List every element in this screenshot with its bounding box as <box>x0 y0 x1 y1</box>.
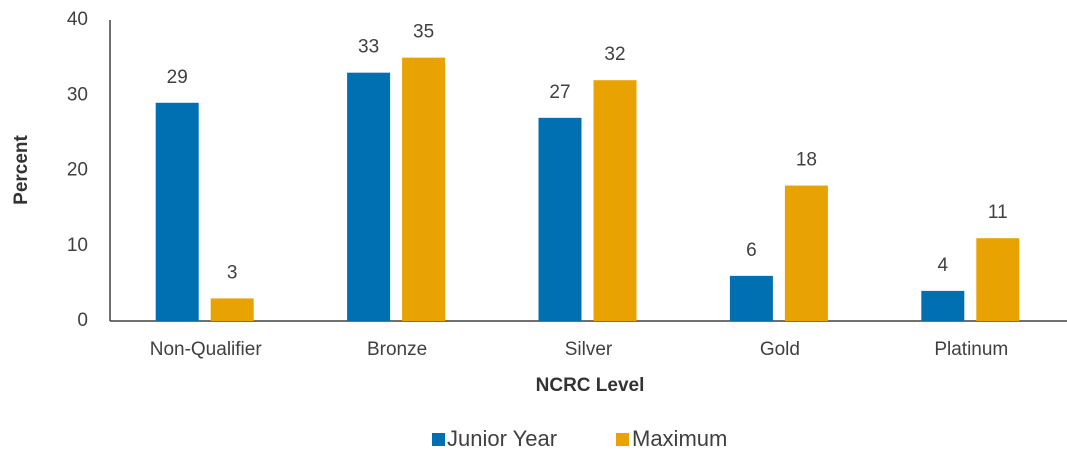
x-tick-label: Platinum <box>934 339 1008 360</box>
y-tick-label: 20 <box>67 160 88 181</box>
y-tick-label: 10 <box>67 235 88 256</box>
x-tick-label: Gold <box>760 339 800 360</box>
value-label: 29 <box>167 67 188 88</box>
value-label: 3 <box>227 262 238 283</box>
bar <box>402 57 446 321</box>
value-label: 4 <box>938 255 949 276</box>
y-tick-label: 0 <box>77 310 88 331</box>
legend-label: Maximum <box>632 426 727 451</box>
x-tick-label: Non-Qualifier <box>150 339 263 360</box>
bar <box>784 185 828 321</box>
bar <box>347 72 391 321</box>
bar <box>538 117 582 321</box>
y-axis-title: Percent <box>11 134 32 204</box>
x-tick-label: Silver <box>565 339 613 360</box>
y-tick-label: 30 <box>67 84 88 105</box>
value-label: 18 <box>796 150 817 171</box>
value-label: 6 <box>746 240 757 261</box>
value-label: 27 <box>549 82 570 103</box>
bar <box>921 290 965 321</box>
bar <box>210 298 254 321</box>
y-tick-label: 40 <box>67 9 88 30</box>
bar <box>976 238 1020 321</box>
legend-swatch <box>432 433 445 446</box>
legend-swatch <box>616 433 629 446</box>
bar <box>729 275 773 321</box>
value-label: 11 <box>988 202 1008 223</box>
bar <box>593 80 637 321</box>
value-label: 32 <box>604 44 625 65</box>
value-label: 35 <box>413 22 434 43</box>
legend-label: Junior Year <box>447 426 557 451</box>
value-label: 33 <box>358 37 379 58</box>
bar <box>155 102 199 322</box>
x-axis-title: NCRC Level <box>536 375 645 396</box>
x-tick-label: Bronze <box>367 339 427 360</box>
